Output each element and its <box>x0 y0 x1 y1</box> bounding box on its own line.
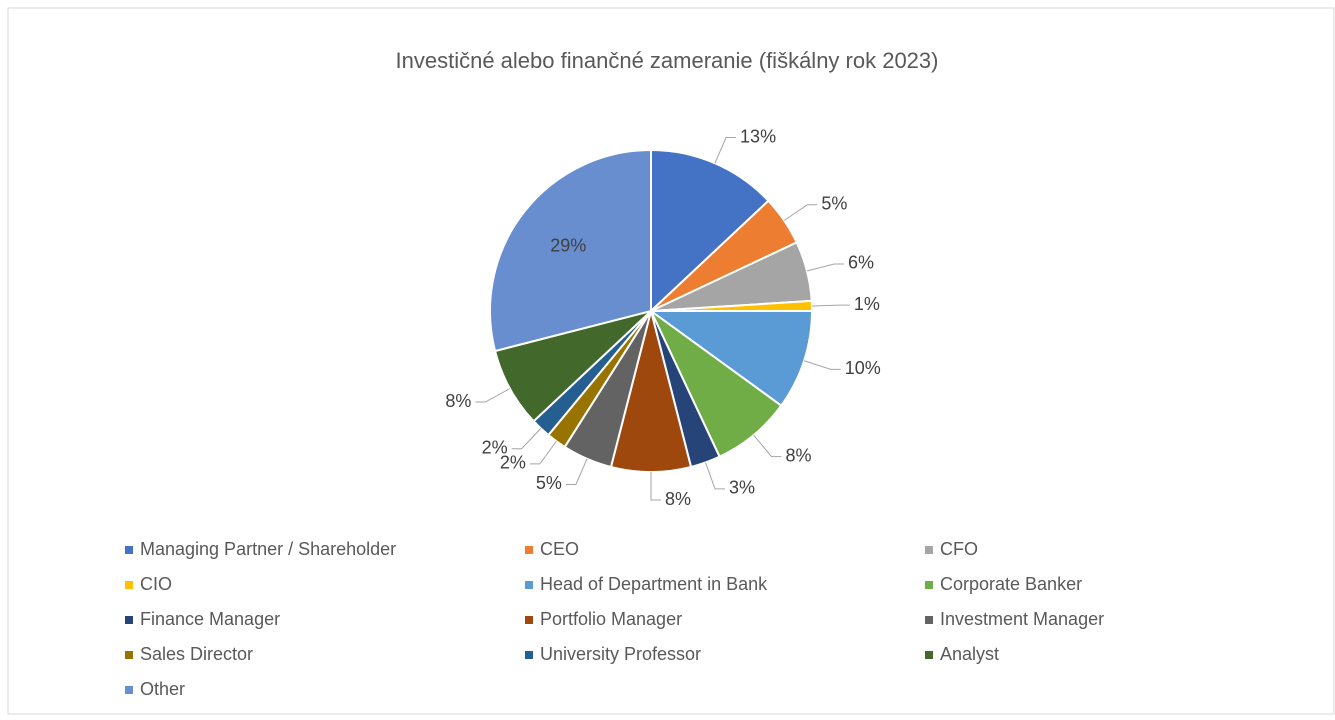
legend-swatch <box>925 616 933 624</box>
legend-swatch <box>125 686 133 694</box>
data-label: 3% <box>729 478 755 498</box>
chart-title: Investičné alebo finančné zameranie (fiš… <box>396 48 939 73</box>
data-label: 8% <box>665 489 691 509</box>
legend-label: University Professor <box>540 644 701 664</box>
legend-label: Managing Partner / Shareholder <box>140 539 396 559</box>
leader-line <box>811 304 850 307</box>
leader-line <box>806 263 845 272</box>
data-label: 5% <box>821 194 847 214</box>
data-label: 29% <box>550 236 586 256</box>
legend-label: Investment Manager <box>940 609 1104 629</box>
legend-label: CFO <box>940 539 978 559</box>
data-label: 2% <box>482 438 508 458</box>
legend-label: Analyst <box>940 644 999 664</box>
leader-line <box>705 462 726 490</box>
legend-label: Head of Department in Bank <box>540 574 768 594</box>
legend-label: CIO <box>140 574 172 594</box>
legend-label: Sales Director <box>140 644 253 664</box>
legend-swatch <box>925 651 933 659</box>
leader-line <box>511 428 542 450</box>
legend-swatch <box>125 616 133 624</box>
legend-swatch <box>925 546 933 554</box>
legend-label: CEO <box>540 539 579 559</box>
leader-line <box>475 388 511 403</box>
data-label: 1% <box>854 294 880 314</box>
leader-line <box>565 458 588 485</box>
data-label: 8% <box>445 391 471 411</box>
legend-swatch <box>125 651 133 659</box>
legend-swatch <box>525 616 533 624</box>
legend-label: Finance Manager <box>140 609 280 629</box>
pie-slice <box>650 148 770 314</box>
pie-slice <box>489 148 652 353</box>
leader-line <box>783 204 818 221</box>
leader-line <box>529 440 557 465</box>
legend-label: Portfolio Manager <box>540 609 682 629</box>
legend-swatch <box>525 651 533 659</box>
data-label: 6% <box>848 253 874 273</box>
leader-line <box>650 472 661 501</box>
data-label: 10% <box>845 358 881 378</box>
legend-swatch <box>125 546 133 554</box>
leader-line <box>753 434 782 458</box>
legend-label: Corporate Banker <box>940 574 1082 594</box>
data-label: 2% <box>500 453 526 473</box>
leader-line <box>803 360 841 370</box>
data-label: 8% <box>785 445 811 465</box>
legend-swatch <box>925 581 933 589</box>
legend-label: Other <box>140 679 185 699</box>
data-label: 13% <box>740 126 776 146</box>
data-label: 5% <box>536 473 562 493</box>
pie-slice <box>647 310 814 408</box>
legend-swatch <box>125 581 133 589</box>
leader-line <box>714 137 737 164</box>
legend-swatch <box>525 581 533 589</box>
legend-swatch <box>525 546 533 554</box>
